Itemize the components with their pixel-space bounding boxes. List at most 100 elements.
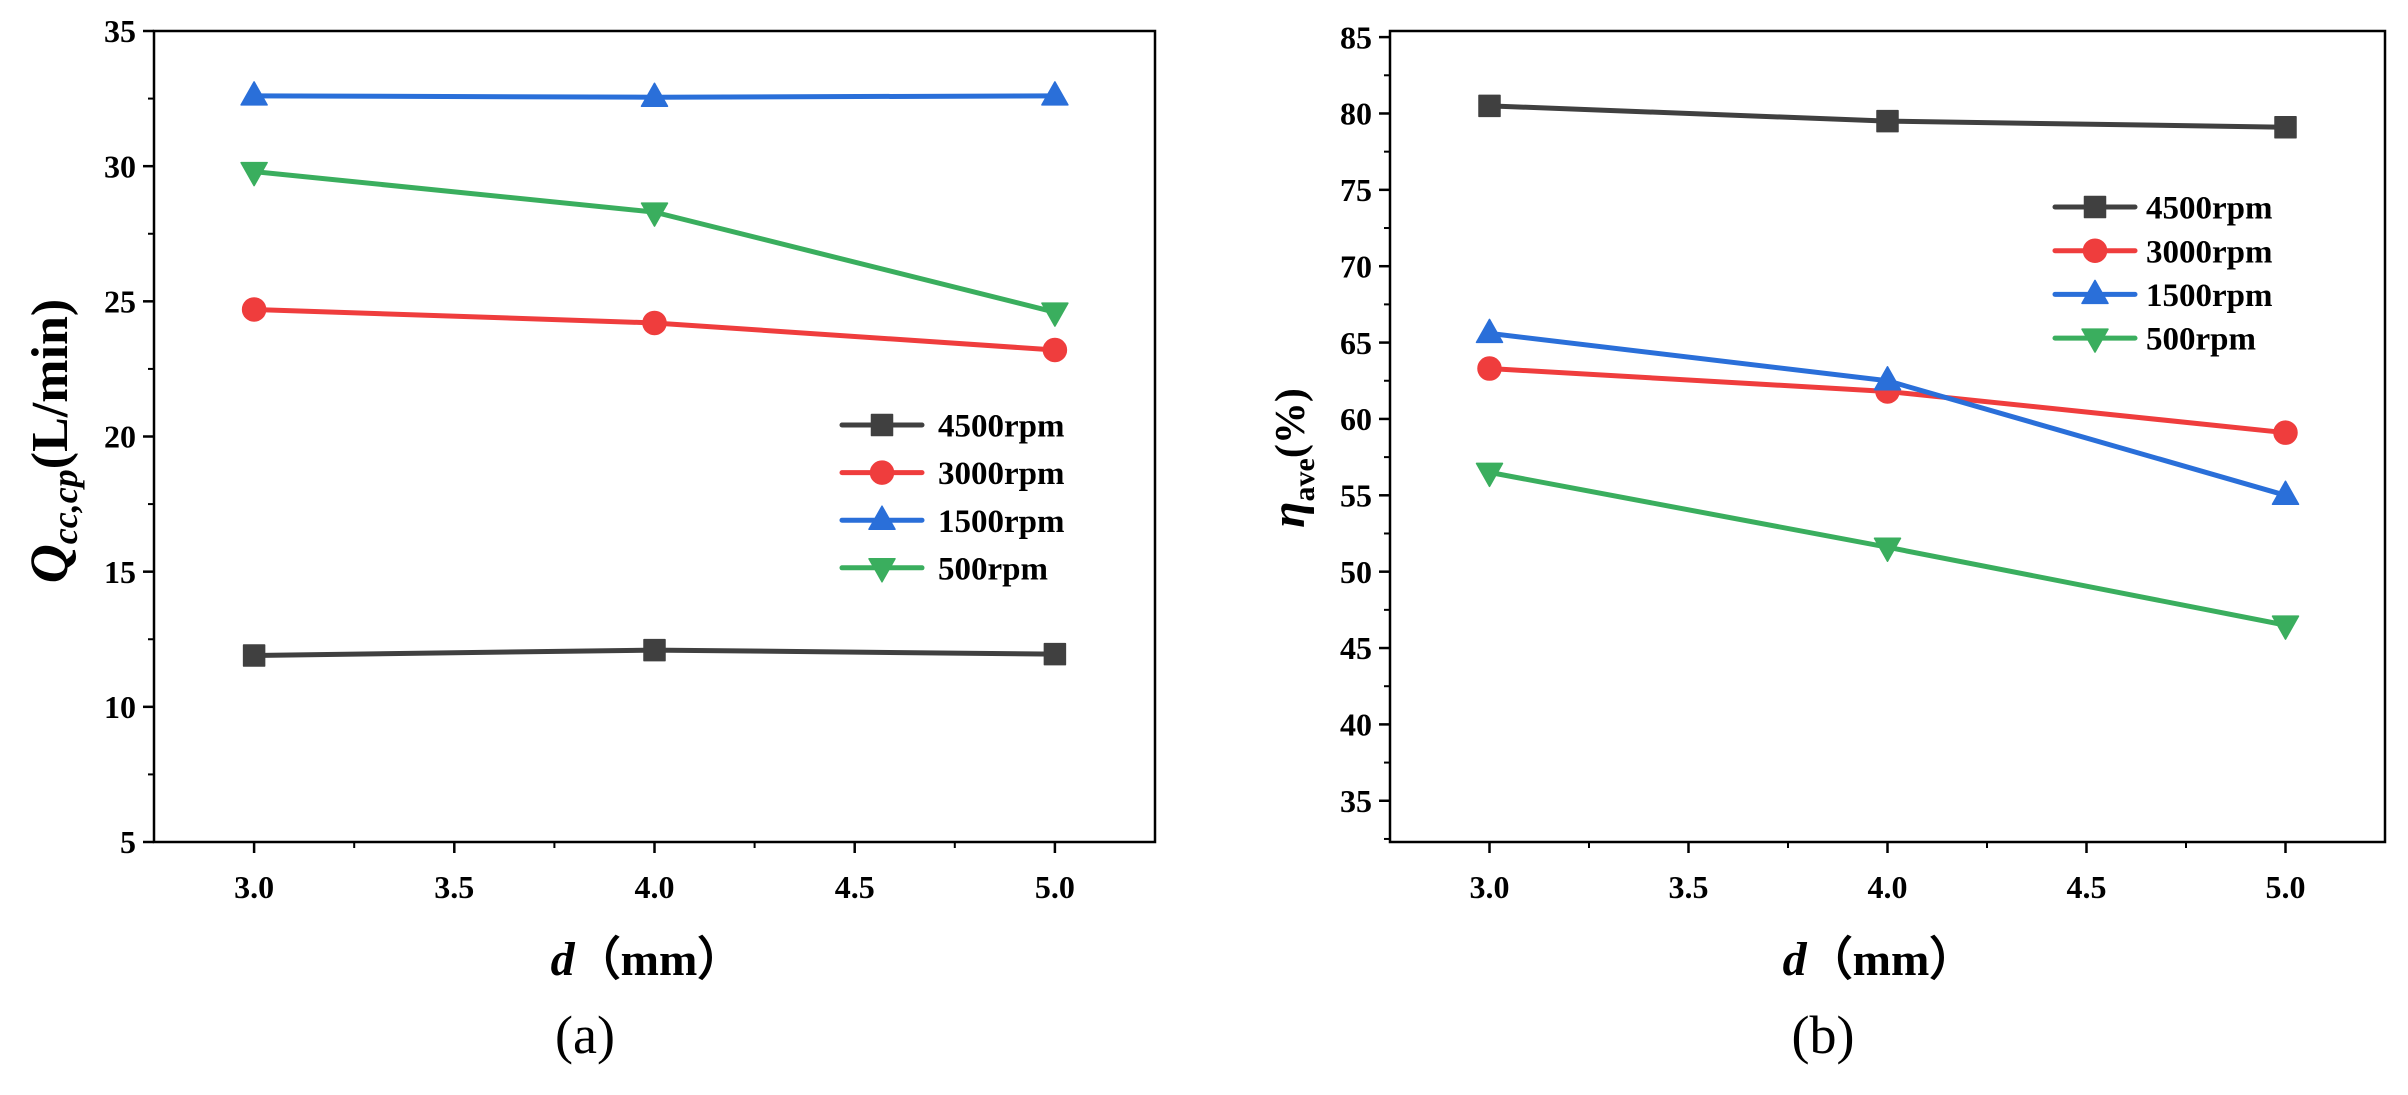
legend-b: 4500rpm 3000rpm 1500rpm 500rpm [2052,191,2273,358]
legend-swatch-marker [870,413,894,437]
legend-swatch-marker [868,505,896,530]
panel-caption-a: (a) [555,1005,615,1065]
y-tick-label-b: 60 [1340,401,1372,437]
legend-label: 4500rpm [2146,191,2273,227]
x-axis-label-a: d（mm） [551,933,744,986]
y-tick-label-b: 80 [1340,96,1372,132]
series-a-4500rpm [242,638,1067,667]
legend-label: 500rpm [2146,322,2256,358]
x-tick-label-a: 5.0 [1035,869,1075,905]
y-axis-label-b-subscript: ave [1288,458,1321,501]
series-a-1500rpm [240,81,1069,107]
data-point-a-4500rpm-1 [643,638,666,662]
x-tick-label-a: 4.0 [635,869,675,905]
data-point-a-1500rpm-1 [640,82,669,107]
y-tick-label-a: 35 [104,13,136,49]
y-axis-label-a-symbol: Q [19,544,79,583]
y-tick-label-b: 50 [1340,554,1372,590]
x-axis-label-a-unit: （mm） [575,934,744,985]
y-tick-label-b: 85 [1340,19,1372,55]
data-point-b-1500rpm-1 [1873,366,1902,391]
y-axis-label-b-unit: (%) [1268,388,1314,458]
data-point-b-3000rpm-2 [2273,420,2298,445]
legend-label: 3000rpm [2146,234,2273,270]
chart-panel-b: 35 40 45 50 55 60 65 70 75 80 85 3.0 3.5 4.0 4.5 5.0 450… [1340,19,2387,905]
legend-swatch-marker [2081,328,2109,353]
x-tick-label-b: 4.5 [2067,869,2107,905]
chart-panel-a: 5 10 15 20 25 30 35 3.0 3.5 4.0 4.5 5.0 4500rpm 3000r… [104,13,1157,905]
data-point-b-3000rpm-0 [1477,356,1502,381]
data-point-b-4500rpm-2 [2274,115,2297,139]
legend-swatch-marker [868,558,896,583]
series-a-500rpm [240,161,1069,327]
x-axis-label-a-symbol: d [551,933,576,986]
legend-item-a-3000rpm: 3000rpm [839,456,1065,492]
x-tick-label-a: 3.5 [434,869,474,905]
data-point-b-1500rpm-0 [1475,318,1504,344]
data-point-b-1500rpm-2 [2271,480,2300,506]
legend-item-a-4500rpm: 4500rpm [839,409,1065,445]
legend-item-b-1500rpm: 1500rpm [2052,278,2273,314]
y-tick-label-a: 25 [104,284,136,320]
y-axis-label-b-symbol: η [1262,501,1315,527]
legend-swatch-marker [2081,279,2109,305]
series-b-1500rpm [1475,318,2300,506]
y-axis-label-a-subscript: cc,cp [45,469,85,544]
y-axis-label-a-unit: (L/min) [22,299,79,469]
legend-label: 1500rpm [2146,278,2273,314]
x-tick-label-b: 3.5 [1669,869,1709,905]
data-point-b-4500rpm-1 [1876,109,1899,133]
y-tick-label-b: 75 [1340,172,1372,208]
legend-swatch-marker [869,460,895,485]
data-point-a-3000rpm-0 [241,297,267,322]
data-point-a-500rpm-2 [1041,302,1069,327]
x-tick-label-b: 3.0 [1470,869,1510,905]
y-tick-label-b: 70 [1340,248,1372,284]
y-tick-label-b: 40 [1340,707,1372,743]
data-point-a-3000rpm-1 [642,310,667,336]
x-axis-label-b: d（mm） [1783,933,1976,986]
data-point-b-4500rpm-0 [1478,94,1501,118]
y-tick-label-a: 10 [104,689,136,725]
series-b-500rpm [1475,462,2300,640]
y-tick-label-b: 45 [1340,630,1372,666]
legend-item-a-1500rpm: 1500rpm [839,504,1065,540]
legend-label: 500rpm [938,551,1048,587]
data-point-a-4500rpm-0 [242,644,266,667]
legend-item-a-500rpm: 500rpm [839,551,1048,587]
data-point-b-500rpm-0 [1475,462,1504,488]
legend-swatch-marker [2082,238,2108,263]
legend-a: 4500rpm 3000rpm 1500rpm 500rpm [839,409,1065,587]
data-point-b-500rpm-1 [1873,537,1902,562]
legend-item-b-500rpm: 500rpm [2052,322,2256,358]
y-tick-label-b: 35 [1340,783,1372,819]
y-axis-label-b: ηave(%) [1262,388,1321,528]
data-point-a-3000rpm-2 [1042,337,1068,363]
y-tick-label-a: 30 [104,148,136,184]
y-tick-label-a: 20 [104,419,136,455]
series-b-4500rpm [1478,94,2297,139]
data-point-b-500rpm-2 [2271,615,2300,640]
y-tick-label-a: 5 [120,824,136,860]
x-axis-label-b-unit: （mm） [1807,934,1976,985]
data-point-a-4500rpm-2 [1043,642,1067,666]
x-tick-label-b: 5.0 [2266,869,2306,905]
data-point-a-500rpm-1 [640,202,669,227]
x-tick-label-a: 3.0 [234,869,274,905]
x-axis-label-b-symbol: d [1783,933,1808,986]
legend-label: 4500rpm [938,409,1065,445]
legend-item-b-3000rpm: 3000rpm [2052,234,2273,270]
series-a-3000rpm [241,297,1068,363]
y-axis-label-a: Qcc,cp(L/min) [19,299,85,583]
legend-label: 1500rpm [938,504,1065,540]
legend-swatch-marker [2083,195,2107,219]
y-tick-label-a: 15 [104,554,136,590]
data-point-a-1500rpm-2 [1041,81,1069,106]
y-tick-label-b: 65 [1340,325,1372,361]
x-tick-label-a: 4.5 [835,869,875,905]
legend-item-b-4500rpm: 4500rpm [2052,191,2273,227]
data-point-a-1500rpm-0 [240,81,268,106]
panel-caption-b: (b) [1792,1005,1855,1065]
